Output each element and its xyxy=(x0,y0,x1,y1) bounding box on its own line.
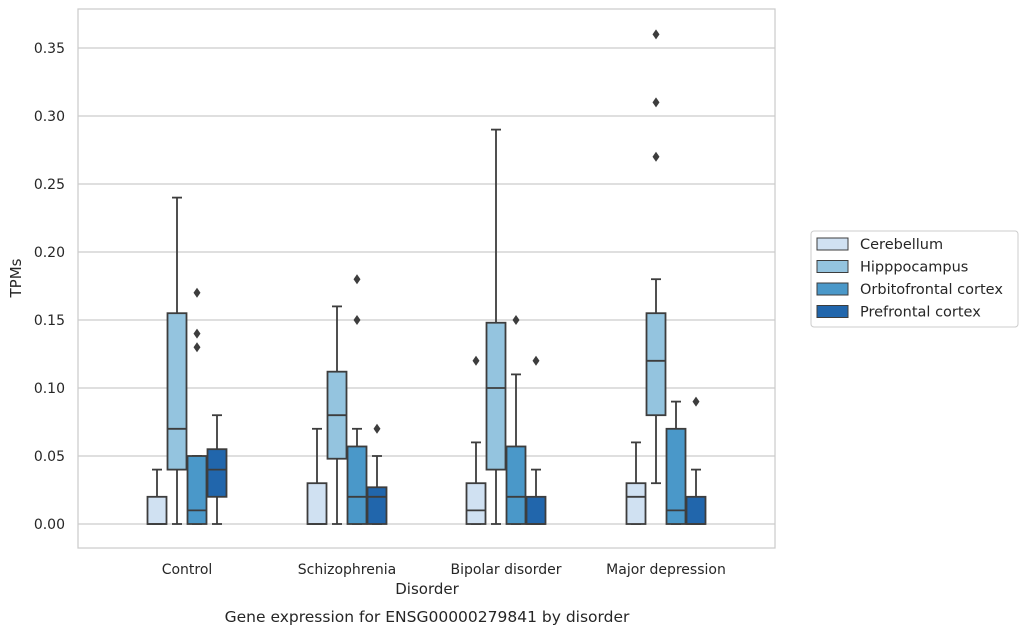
y-axis-label: TPMs xyxy=(7,258,25,298)
outlier-point xyxy=(652,151,660,162)
box-cerebellum xyxy=(306,427,328,525)
box-cerebellum xyxy=(625,441,647,525)
outlier-point xyxy=(652,97,660,108)
y-tick-labels: 0.00 0.05 0.10 0.15 0.20 0.25 0.30 0.35 xyxy=(34,41,65,533)
box-body xyxy=(206,448,228,498)
box-prefrontal-cortex xyxy=(206,414,228,525)
legend-label: Orbitofrontal cortex xyxy=(860,282,1003,298)
box-hipppocampus xyxy=(326,305,348,525)
box-hipppocampus xyxy=(645,29,667,485)
box-groups xyxy=(146,29,707,525)
legend-swatch xyxy=(816,305,849,318)
legend: Cerebellum Hipppocampus Orbitofrontal cort… xyxy=(810,230,1019,328)
y-tick-label: 0.15 xyxy=(34,313,65,329)
box-prefrontal-cortex xyxy=(366,423,388,525)
box-cerebellum xyxy=(146,468,168,525)
outlier-point xyxy=(373,423,381,434)
legend-swatch xyxy=(816,260,849,273)
box-prefrontal-cortex xyxy=(685,396,707,525)
box-body xyxy=(665,427,687,525)
x-axis-label: Disorder xyxy=(395,580,459,598)
box-body xyxy=(346,445,368,525)
box-hipppocampus xyxy=(485,128,507,525)
box-body xyxy=(166,312,188,471)
legend-label: Cerebellum xyxy=(860,237,943,253)
outlier-point xyxy=(353,274,361,285)
box-body xyxy=(625,482,647,525)
outlier-point xyxy=(512,315,520,325)
y-tick-label: 0.05 xyxy=(34,449,65,465)
box-body xyxy=(146,495,168,525)
outlier-point xyxy=(532,355,540,366)
outlier-point xyxy=(193,342,201,353)
y-tick-label: 0.30 xyxy=(34,109,65,125)
y-tick-label: 0.20 xyxy=(34,245,65,261)
outlier-point xyxy=(193,287,201,298)
legend-frame xyxy=(810,230,1019,328)
box-orbitofrontal-cortex xyxy=(505,315,527,525)
box-body xyxy=(645,312,667,417)
outlier-point xyxy=(472,355,480,366)
outlier-point xyxy=(652,29,660,40)
box-cerebellum xyxy=(465,355,487,525)
legend-swatch xyxy=(816,282,849,296)
box-body xyxy=(525,495,547,525)
box-body xyxy=(306,482,328,525)
box-body xyxy=(186,455,208,525)
box-body xyxy=(505,445,527,525)
box-hipppocampus xyxy=(166,196,188,525)
x-tick-label: Control xyxy=(162,562,213,578)
y-tick-label: 0.35 xyxy=(34,41,65,57)
box-body xyxy=(485,321,507,471)
y-tick-label: 0.25 xyxy=(34,177,65,193)
outlier-point xyxy=(193,328,201,339)
x-tick-labels: Control Schizophrenia Bipolar disorder Majo… xyxy=(162,562,726,578)
legend-label: Prefrontal cortex xyxy=(860,305,981,321)
box-orbitofrontal-cortex xyxy=(186,287,208,525)
x-tick-label: Major depression xyxy=(606,562,726,578)
outlier-point xyxy=(692,396,700,407)
box-orbitofrontal-cortex xyxy=(665,400,687,525)
outlier-point xyxy=(353,315,361,325)
box-body xyxy=(465,482,487,525)
plot-frame xyxy=(77,8,776,549)
y-tick-label: 0.10 xyxy=(34,381,65,397)
x-tick-label: Bipolar disorder xyxy=(450,562,561,578)
y-tick-label: 0.00 xyxy=(34,517,65,533)
x-tick-label: Schizophrenia xyxy=(298,562,396,578)
figure-caption: Gene expression for ENSG00000279841 by d… xyxy=(225,608,630,626)
box-prefrontal-cortex xyxy=(525,355,547,525)
legend-label: Hipppocampus xyxy=(860,260,968,276)
box-body xyxy=(366,486,388,525)
legend-swatch xyxy=(816,237,849,251)
box-orbitofrontal-cortex xyxy=(346,274,368,525)
box-body xyxy=(685,495,707,525)
